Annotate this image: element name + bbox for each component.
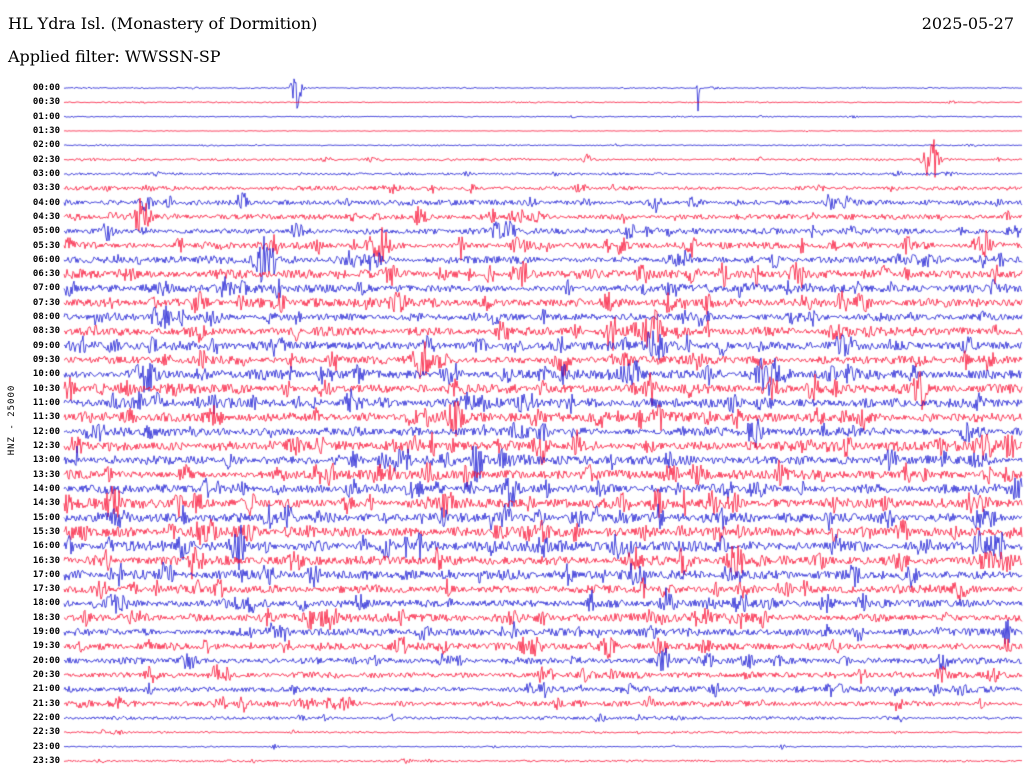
time-label: 19:30: [32, 641, 60, 652]
time-label: 06:00: [32, 254, 60, 265]
time-label: 15:00: [32, 512, 60, 523]
time-label: 08:30: [32, 326, 60, 337]
time-label: 12:00: [32, 426, 60, 437]
time-label: 22:30: [32, 727, 60, 738]
time-label: 14:30: [32, 498, 60, 509]
time-label: 21:30: [32, 698, 60, 709]
time-label: 17:00: [32, 569, 60, 580]
time-label: 11:30: [32, 412, 60, 423]
time-label: 15:30: [32, 526, 60, 537]
time-label: 12:30: [32, 440, 60, 451]
time-label: 01:30: [32, 125, 60, 136]
time-label: 16:30: [32, 555, 60, 566]
time-label: 09:30: [32, 355, 60, 366]
filter-label: Applied filter: WWSSN-SP: [8, 47, 221, 66]
time-label: 16:00: [32, 541, 60, 552]
time-label: 21:00: [32, 684, 60, 695]
time-label: 04:30: [32, 211, 60, 222]
time-label: 10:30: [32, 383, 60, 394]
date-label: 2025-05-27: [921, 14, 1014, 33]
time-label: 05:00: [32, 226, 60, 237]
time-label: 23:30: [32, 756, 60, 766]
time-label: 03:00: [32, 168, 60, 179]
time-label: 02:00: [32, 140, 60, 151]
time-label: 11:00: [32, 398, 60, 409]
time-label: 17:30: [32, 584, 60, 595]
time-label: 14:00: [32, 483, 60, 494]
time-label: 02:30: [32, 154, 60, 165]
time-label: 18:00: [32, 598, 60, 609]
time-label: 18:30: [32, 612, 60, 623]
time-label: 03:30: [32, 183, 60, 194]
time-label: 06:30: [32, 269, 60, 280]
time-label: 09:00: [32, 340, 60, 351]
time-label: 07:00: [32, 283, 60, 294]
station-title: HL Ydra Isl. (Monastery of Dormition): [8, 14, 318, 33]
time-label: 05:30: [32, 240, 60, 251]
time-label: 13:00: [32, 455, 60, 466]
time-label: 08:00: [32, 312, 60, 323]
time-label: 13:30: [32, 469, 60, 480]
time-label: 23:00: [32, 741, 60, 752]
time-label: 01:00: [32, 111, 60, 122]
time-label: 00:30: [32, 97, 60, 108]
time-label: 22:00: [32, 713, 60, 724]
time-label: 07:30: [32, 297, 60, 308]
time-label: 20:00: [32, 655, 60, 666]
time-label: 19:00: [32, 627, 60, 638]
time-label: 04:00: [32, 197, 60, 208]
time-label: 20:30: [32, 670, 60, 681]
time-label: 00:00: [32, 83, 60, 93]
time-label: 10:00: [32, 369, 60, 380]
channel-scale-label: HNZ - 25000: [7, 384, 17, 456]
